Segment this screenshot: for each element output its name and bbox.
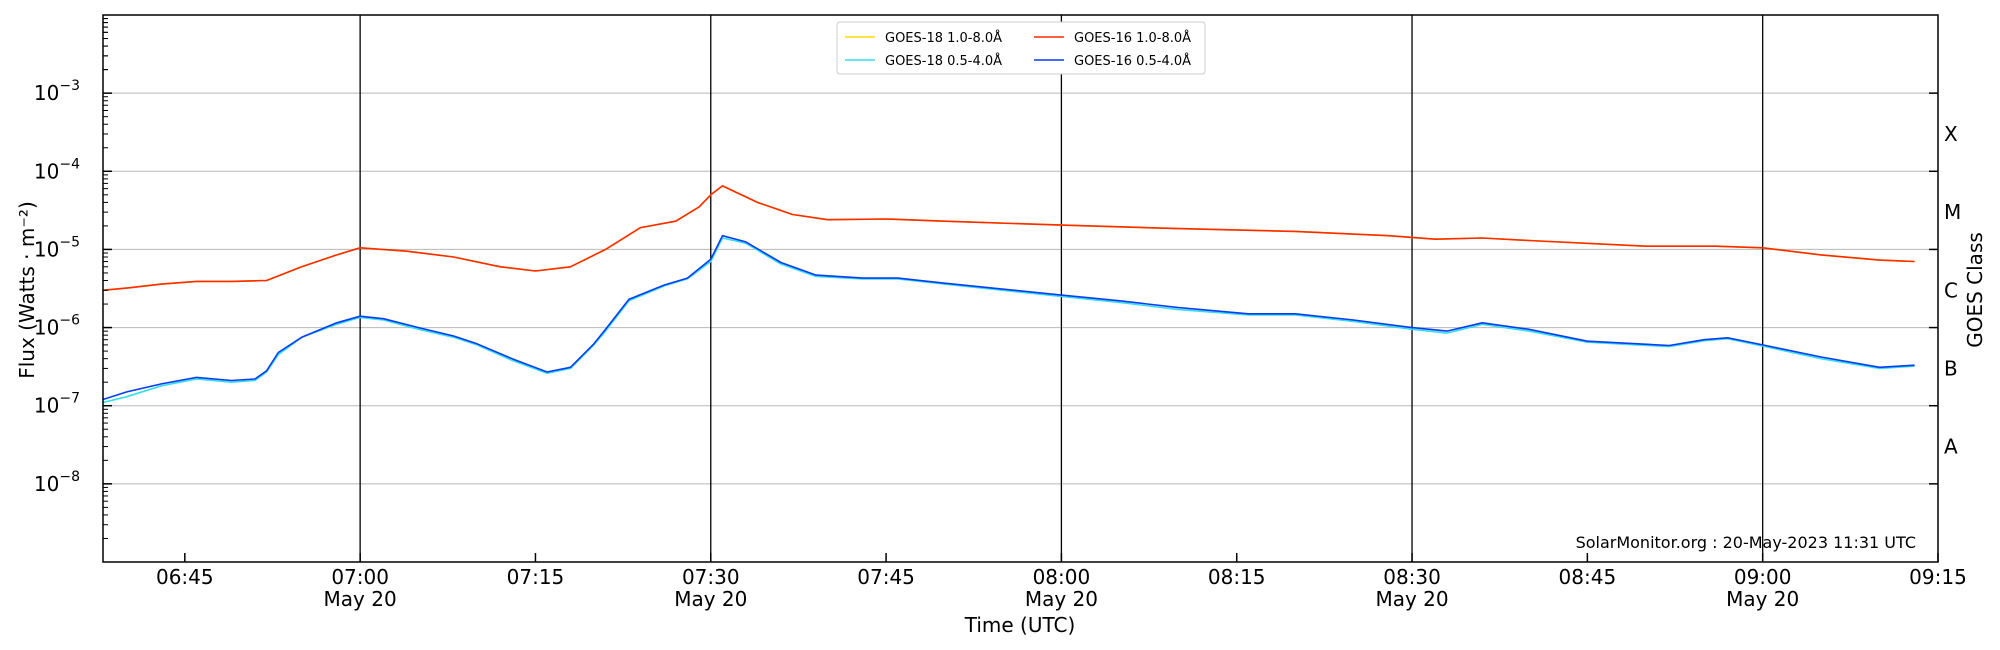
goes-class-label: B [1944, 356, 1958, 380]
x-tick-label: 06:45 [156, 565, 214, 589]
y-tick-label: 10−5 [34, 234, 80, 261]
x-tick-label: 09:00 [1734, 565, 1792, 589]
legend-label: GOES-16 1.0-8.0Å [1074, 30, 1191, 46]
x-tick-label: 09:15 [1909, 565, 1967, 589]
y-tick-label: 10−4 [34, 156, 80, 183]
goes-class-label: M [1944, 200, 1961, 224]
x-tick-label: 07:00 [331, 565, 389, 589]
x-tick-date-label: May 20 [1726, 587, 1799, 611]
vertical-lines-layer [359, 15, 1764, 562]
legend-label: GOES-16 0.5-4.0Å [1074, 53, 1191, 69]
grid-layer [103, 92, 1938, 485]
x-tick-label: 07:30 [682, 565, 740, 589]
y-tick-label: 10−8 [34, 469, 80, 496]
legend-label: GOES-18 1.0-8.0Å [885, 30, 1002, 46]
ticks-layer [103, 18, 1939, 562]
x-tick-date-label: May 20 [1375, 587, 1448, 611]
y-axis-title: Flux (Watts · m⁻²) [15, 201, 39, 379]
x-tick-label: 07:15 [507, 565, 565, 589]
legend-label: GOES-18 0.5-4.0Å [885, 53, 1002, 69]
goes-class-labels: A B C M X [1944, 122, 1961, 459]
x-tick-date-label: May 20 [324, 587, 397, 611]
y-tick-labels: 10−8 10−7 10−6 10−5 10−4 10−3 [34, 78, 80, 496]
series-line-3 [102, 234, 1915, 401]
x-tick-date-label: May 20 [674, 587, 747, 611]
goes-class-label: X [1944, 122, 1958, 146]
goes-class-label: A [1944, 435, 1958, 459]
x-axis-title: Time (UTC) [964, 613, 1076, 637]
plot-frame [102, 14, 1939, 563]
y-tick-label: 10−7 [34, 391, 80, 418]
legend-box [836, 21, 1206, 75]
x-tick-label: 08:00 [1033, 565, 1091, 589]
series-layer [102, 185, 1915, 404]
x-tick-label: 08:30 [1383, 565, 1441, 589]
y-tick-label: 10−3 [34, 78, 80, 105]
x-tick-label: 07:45 [857, 565, 915, 589]
goes-class-label: C [1944, 278, 1958, 302]
y-axis-right-title: GOES Class [1963, 232, 1987, 348]
x-tick-label: 08:15 [1208, 565, 1266, 589]
series-line-1 [102, 185, 1915, 292]
legend: GOES-18 1.0-8.0Å GOES-16 1.0-8.0Å GOES-18 … [836, 21, 1206, 75]
y-tick-label: 10−6 [34, 313, 80, 340]
x-tick-label: 08:45 [1559, 565, 1617, 589]
credit-text: SolarMonitor.org : 20-May-2023 11:31 UTC [1576, 533, 1916, 552]
x-tick-date-label: May 20 [1025, 587, 1098, 611]
